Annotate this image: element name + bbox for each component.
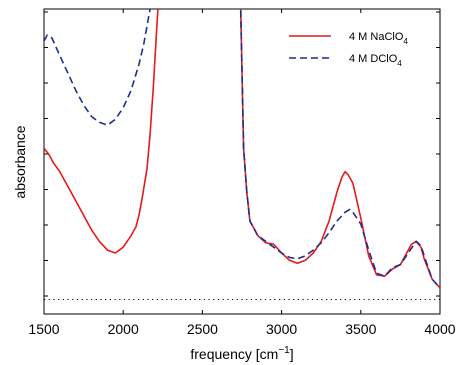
legend-label-dclo4: 4 M DClO4 (349, 53, 402, 68)
x-tick-label: 2500 (187, 321, 218, 337)
x-tick-label: 3500 (345, 321, 376, 337)
x-tick-label: 1500 (28, 321, 59, 337)
x-tick-label: 3000 (266, 321, 297, 337)
x-tick-label: 2000 (108, 321, 139, 337)
plot-frame (43, 8, 441, 315)
series-line-nacl04 (44, 9, 440, 289)
x-axis-label: frequency [cm−1] (190, 345, 293, 362)
legend: 4 M NaClO4 4 M DClO4 (289, 31, 408, 68)
series-line-dclo4 (44, 9, 440, 289)
legend-label-nacl04: 4 M NaClO4 (349, 31, 408, 46)
x-tick-label: 4000 (424, 321, 455, 337)
y-axis-label: absorbance (12, 125, 28, 198)
